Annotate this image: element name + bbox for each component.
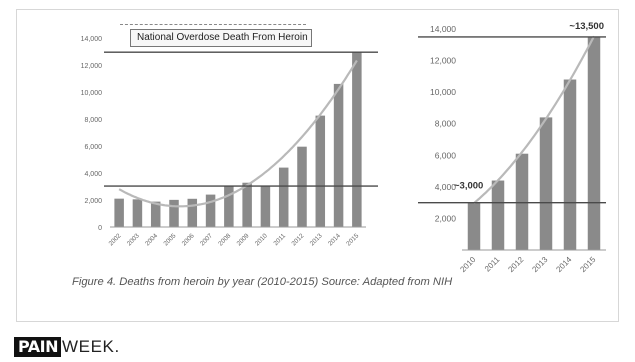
- x-tick-label: 2010: [254, 232, 269, 247]
- left-chart-title: National Overdose Death From Heroin: [137, 32, 308, 43]
- bar-2013: [539, 117, 553, 251]
- bar-2003: [132, 199, 143, 227]
- trend-curve: [118, 59, 358, 208]
- x-tick-label: 2009: [236, 232, 251, 247]
- y-tick-label: 10,000: [430, 87, 456, 97]
- bar-2008: [224, 186, 234, 227]
- x-tick-label: 2006: [181, 232, 196, 247]
- y-tick-label: 14,000: [430, 24, 456, 34]
- y-tick-label: 8,000: [435, 119, 457, 129]
- x-tick-label: 2013: [309, 232, 324, 247]
- painweek-logo: PAIN WEEK.: [14, 335, 120, 357]
- x-tick-label: 2011: [483, 255, 502, 274]
- x-tick-label: 2015: [345, 232, 360, 247]
- bar-2013: [315, 115, 326, 227]
- bar-2015: [587, 36, 601, 251]
- annotation-high: ~13,500: [569, 21, 604, 32]
- y-tick-label: 6,000: [435, 150, 457, 160]
- x-tick-label: 2004: [144, 232, 159, 247]
- bar-2006: [187, 198, 198, 227]
- y-tick-label: 10,000: [81, 90, 103, 97]
- bar-2007: [205, 194, 216, 227]
- y-tick-label: 12,000: [430, 56, 456, 66]
- x-tick-label: 2014: [327, 232, 342, 247]
- x-tick-label: 2003: [126, 232, 141, 247]
- y-tick-label: 4,000: [84, 171, 102, 178]
- logo-week-text: WEEK.: [61, 337, 120, 356]
- x-tick-label: 2012: [506, 255, 525, 274]
- y-tick-label: 0: [98, 225, 102, 232]
- annotation-low: ~3,000: [454, 181, 483, 192]
- figure-caption: Figure 4. Deaths from heroin by year (20…: [72, 276, 453, 288]
- x-tick-label: 2005: [162, 232, 177, 247]
- x-tick-label: 2010: [458, 255, 477, 274]
- y-tick-label: 2,000: [84, 198, 102, 205]
- x-tick-label: 2014: [554, 255, 573, 274]
- bar-2005: [169, 199, 179, 227]
- x-tick-label: 2007: [199, 232, 214, 247]
- x-tick-label: 2015: [578, 255, 597, 274]
- bar-2011: [491, 180, 505, 250]
- bar-2002: [114, 198, 124, 227]
- x-tick-label: 2013: [530, 255, 549, 274]
- x-tick-label: 2012: [290, 232, 305, 247]
- bar-2010: [260, 186, 271, 227]
- x-tick-label: 2002: [108, 232, 123, 247]
- trend-curve: [473, 35, 595, 205]
- bar-2012: [515, 153, 529, 250]
- y-tick-label: 12,000: [81, 63, 103, 70]
- legend-dashed-border: [120, 24, 306, 25]
- chart-0: 0 2,000 4,000 6,000 8,000 10,000 12,000 14,000 2…: [81, 36, 378, 247]
- bar-2012: [297, 146, 307, 227]
- left-chart-title-box: National Overdose Death From Heroin: [130, 29, 312, 47]
- bar-2014: [563, 79, 577, 250]
- bar-2011: [278, 167, 289, 227]
- y-tick-label: 14,000: [81, 36, 103, 43]
- logo-pain-text: PAIN: [14, 337, 61, 357]
- bar-2010: [467, 202, 481, 250]
- x-tick-label: 2008: [217, 232, 232, 247]
- bar-2004: [150, 201, 161, 227]
- y-tick-label: 2,000: [435, 213, 457, 223]
- bar-2009: [242, 182, 252, 227]
- bar-2015: [352, 52, 362, 227]
- chart-1: 2,000 4,000 6,000 8,000 10,000 12,000 14,000 20…: [418, 21, 606, 274]
- y-tick-label: 8,000: [84, 117, 102, 124]
- y-tick-label: 4,000: [435, 182, 457, 192]
- bar-2014: [333, 83, 344, 228]
- x-tick-label: 2011: [272, 232, 287, 247]
- y-tick-label: 6,000: [84, 144, 102, 151]
